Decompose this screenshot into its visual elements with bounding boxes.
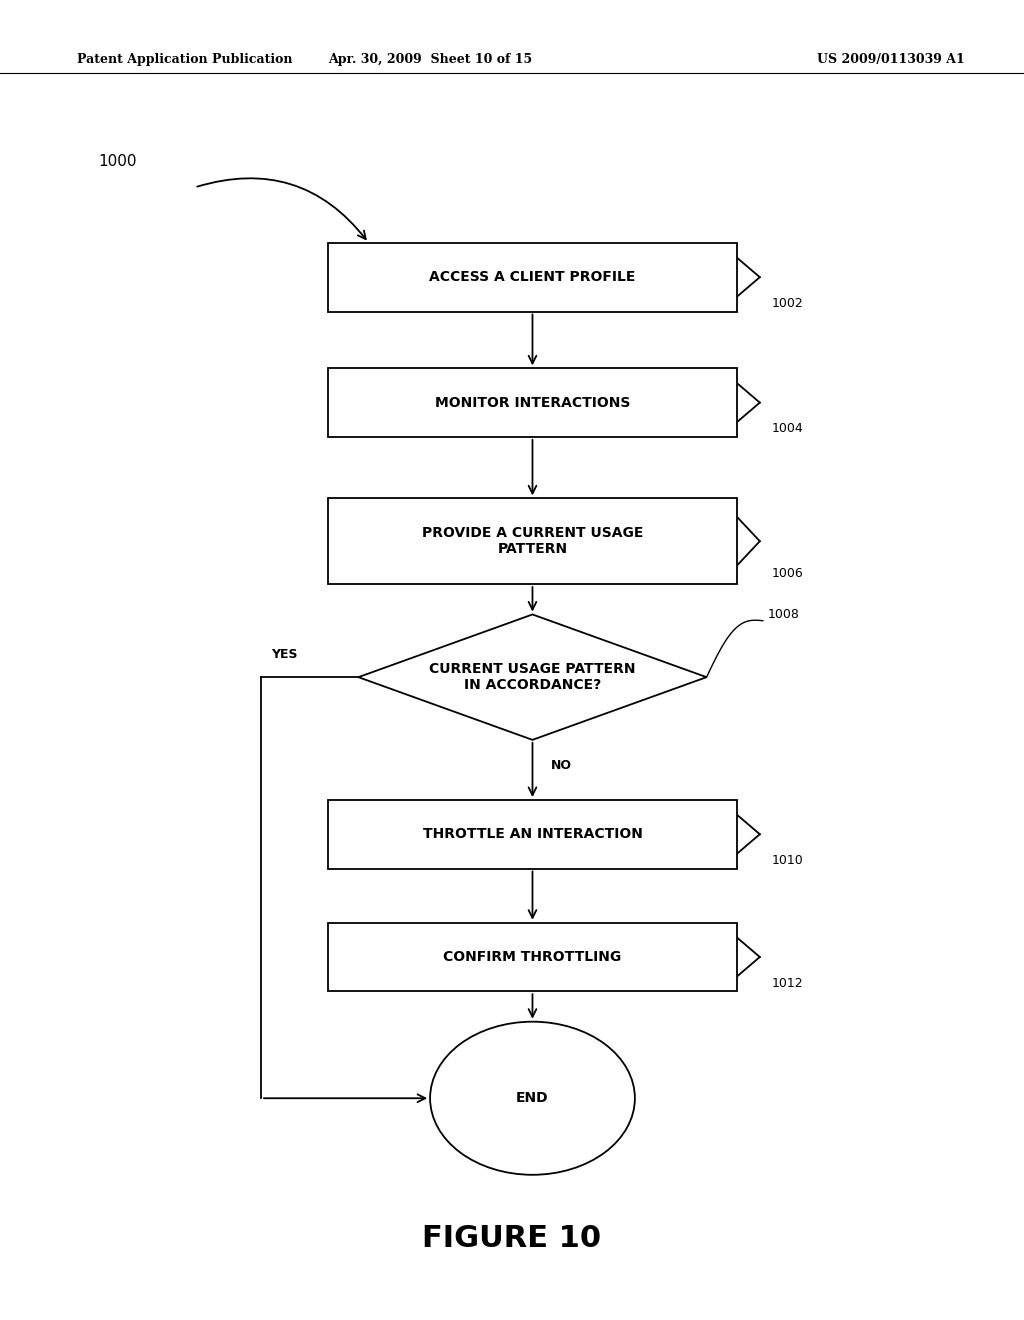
Text: 1000: 1000 <box>98 153 137 169</box>
Text: CONFIRM THROTTLING: CONFIRM THROTTLING <box>443 950 622 964</box>
Text: MONITOR INTERACTIONS: MONITOR INTERACTIONS <box>435 396 630 409</box>
Text: CURRENT USAGE PATTERN
IN ACCORDANCE?: CURRENT USAGE PATTERN IN ACCORDANCE? <box>429 663 636 692</box>
FancyBboxPatch shape <box>328 368 737 437</box>
Text: PROVIDE A CURRENT USAGE
PATTERN: PROVIDE A CURRENT USAGE PATTERN <box>422 527 643 556</box>
Text: US 2009/0113039 A1: US 2009/0113039 A1 <box>817 53 965 66</box>
FancyBboxPatch shape <box>328 243 737 312</box>
Text: ACCESS A CLIENT PROFILE: ACCESS A CLIENT PROFILE <box>429 271 636 284</box>
Text: 1010: 1010 <box>772 854 804 867</box>
Polygon shape <box>358 615 707 739</box>
Text: NO: NO <box>551 759 572 772</box>
Text: 1004: 1004 <box>772 422 804 436</box>
Text: 1008: 1008 <box>768 607 800 620</box>
Text: 1006: 1006 <box>772 568 804 581</box>
FancyBboxPatch shape <box>328 498 737 583</box>
Text: Apr. 30, 2009  Sheet 10 of 15: Apr. 30, 2009 Sheet 10 of 15 <box>328 53 532 66</box>
Text: 1002: 1002 <box>772 297 804 310</box>
FancyBboxPatch shape <box>328 800 737 869</box>
Text: FIGURE 10: FIGURE 10 <box>423 1224 601 1253</box>
Text: Patent Application Publication: Patent Application Publication <box>77 53 292 66</box>
Ellipse shape <box>430 1022 635 1175</box>
Text: THROTTLE AN INTERACTION: THROTTLE AN INTERACTION <box>423 828 642 841</box>
Text: YES: YES <box>271 648 298 661</box>
FancyBboxPatch shape <box>328 923 737 991</box>
Text: END: END <box>516 1092 549 1105</box>
Text: 1012: 1012 <box>772 977 804 990</box>
